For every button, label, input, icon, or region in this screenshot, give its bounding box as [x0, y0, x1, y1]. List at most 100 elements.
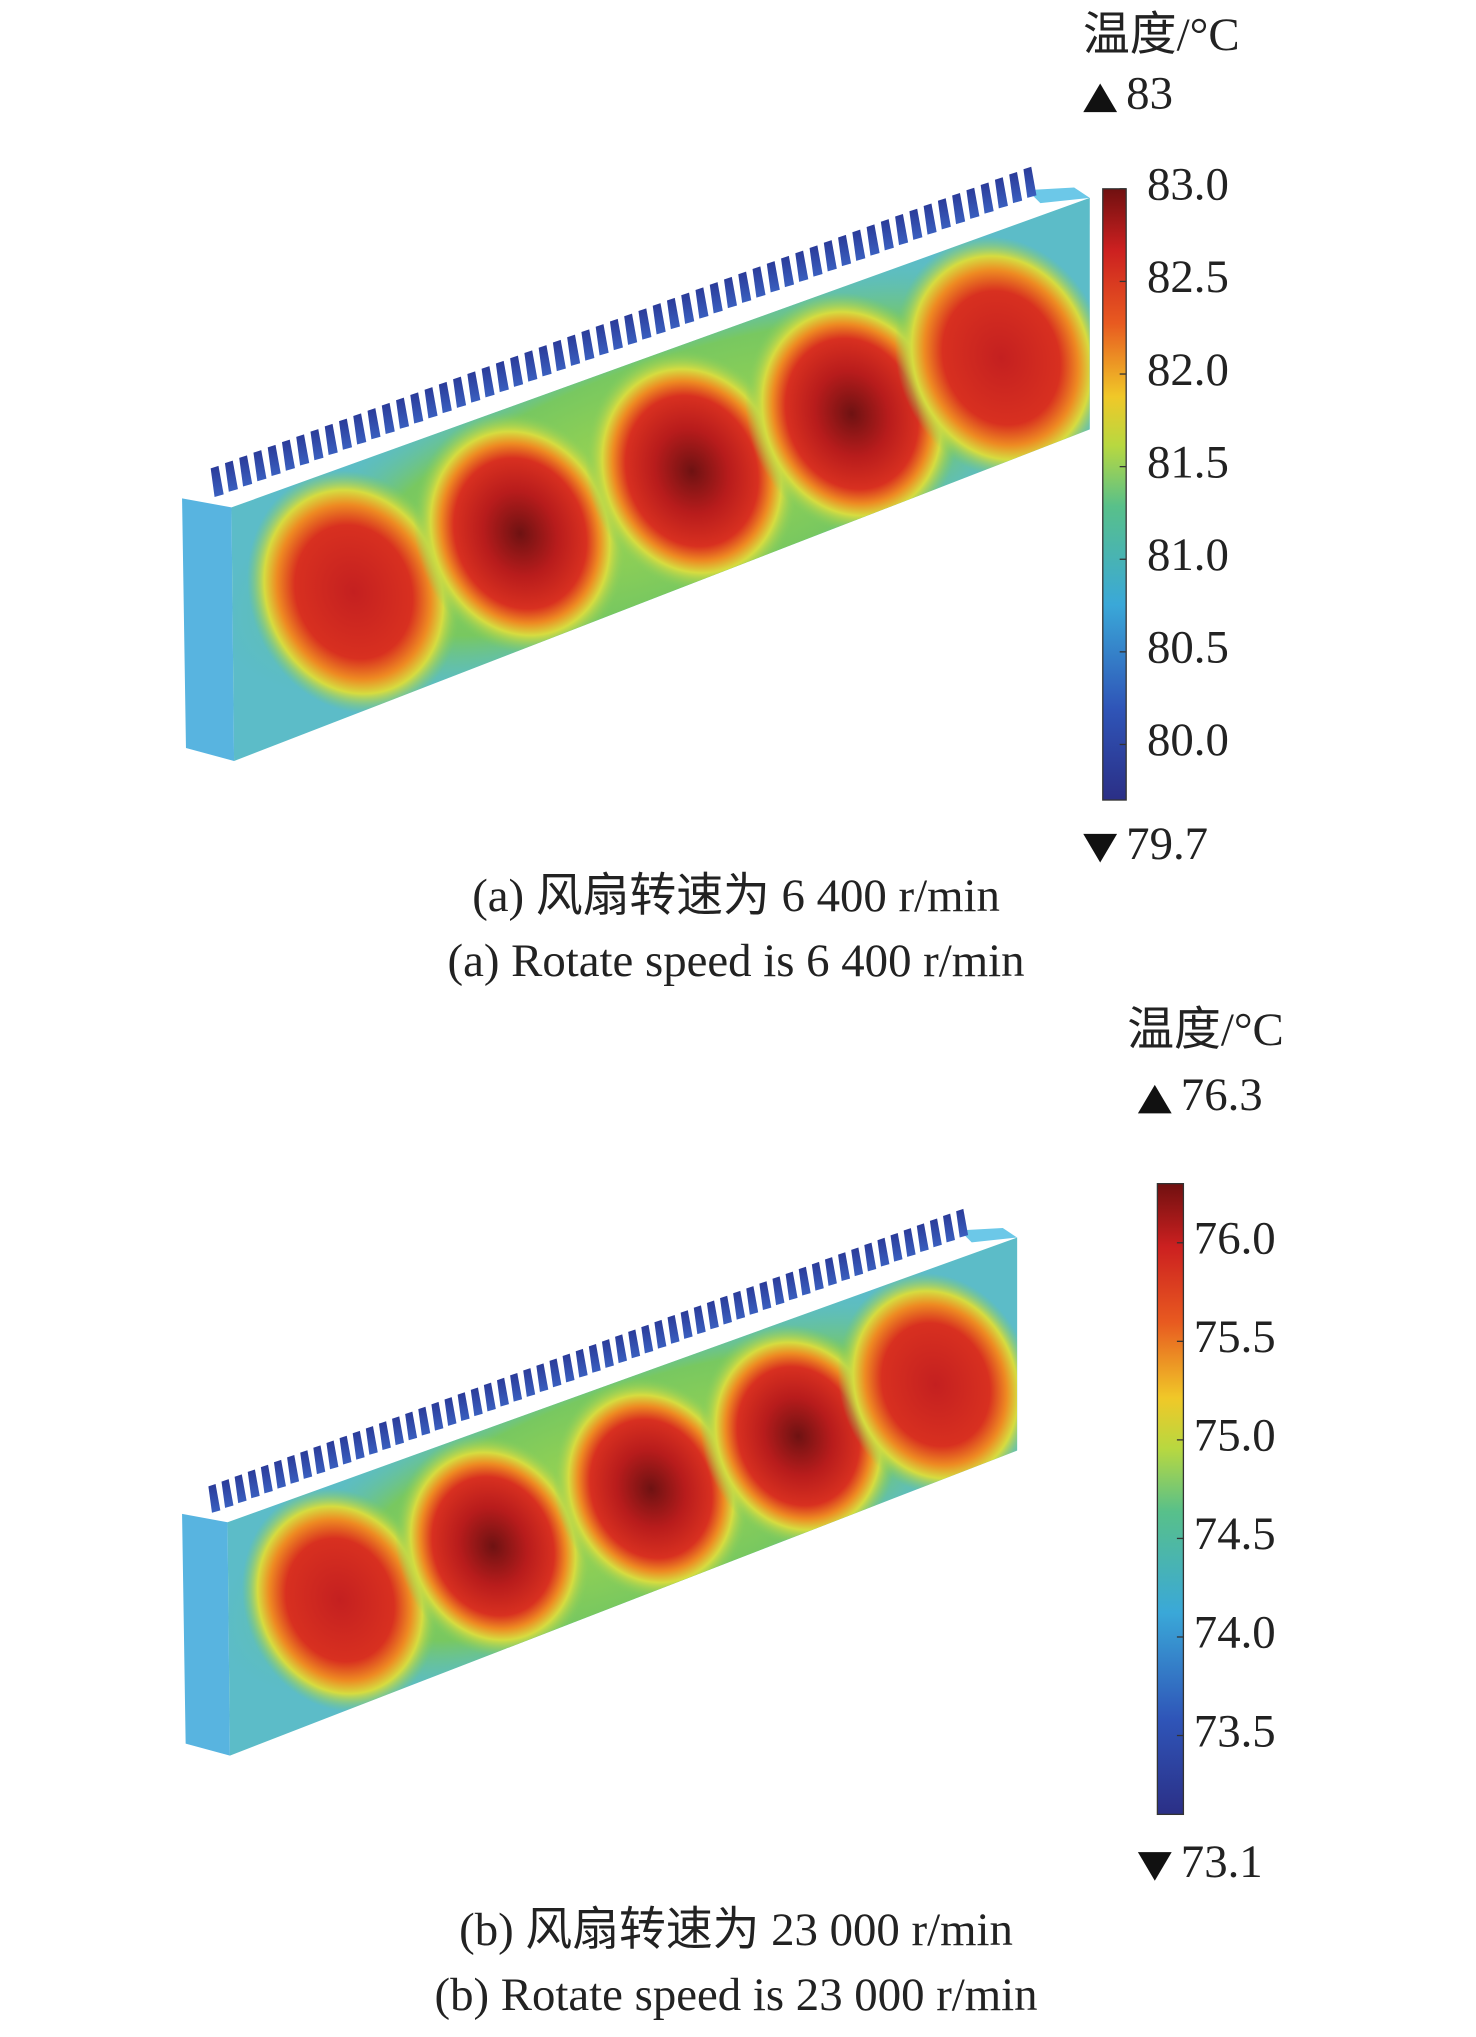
caption-en: (b) Rotate speed is 23 000 r/min: [435, 1969, 1038, 2021]
end-cap: [959, 1227, 1018, 1243]
fin: [247, 1469, 260, 1499]
fin: [798, 1266, 811, 1296]
max-value: 83: [1126, 68, 1173, 120]
fin: [552, 339, 566, 372]
fin: [785, 1271, 798, 1301]
fin: [966, 187, 980, 219]
fin: [392, 1416, 405, 1446]
fin: [795, 250, 809, 282]
hot-spot: [894, 236, 1090, 480]
fin: [759, 1281, 772, 1310]
side-face: [182, 498, 235, 762]
fin: [823, 240, 837, 272]
fin: [410, 392, 424, 424]
temperature-field: [231, 236, 1090, 714]
fin: [943, 1213, 955, 1243]
colorbar: [1102, 188, 1127, 801]
min-value: 73.1: [1181, 1836, 1263, 1888]
colorbar-tick-label: 82.0: [1147, 344, 1229, 396]
colorbar-title: 温度/°C: [1083, 9, 1240, 61]
fin: [866, 224, 880, 256]
fin: [709, 282, 723, 314]
caption-cn: (a) 风扇转速为 6 400 r/min: [472, 870, 1000, 922]
fin: [496, 1377, 509, 1407]
fin: [444, 1397, 457, 1426]
fin: [418, 1406, 431, 1436]
end-cap: [1027, 187, 1090, 204]
fin: [772, 1276, 785, 1306]
fin: [481, 366, 495, 398]
fin: [339, 418, 353, 450]
fin: [766, 261, 780, 293]
hot-spot: [585, 349, 799, 593]
fin: [281, 439, 295, 471]
fin: [994, 177, 1008, 209]
fin: [956, 1208, 969, 1238]
fin: [980, 182, 994, 214]
fin: [221, 1479, 234, 1508]
hot-spot: [247, 470, 461, 714]
fin: [224, 460, 238, 492]
fin: [510, 355, 524, 387]
fin: [666, 297, 680, 330]
fin: [895, 213, 909, 246]
fin: [253, 450, 267, 482]
fin: [483, 1382, 496, 1412]
fin: [667, 1315, 680, 1344]
fin: [588, 1344, 601, 1373]
fin: [1023, 166, 1037, 198]
fin: [381, 402, 395, 435]
fin: [624, 313, 638, 345]
fin: [424, 387, 438, 419]
fin: [877, 1237, 890, 1267]
fin: [681, 292, 695, 324]
fin: [720, 1295, 732, 1325]
fin: [538, 345, 552, 377]
colorbar-tick-label: 75.5: [1194, 1311, 1276, 1363]
hot-spot: [241, 1488, 439, 1712]
fin: [365, 1426, 378, 1455]
fin: [524, 350, 538, 382]
fin: [824, 1257, 837, 1286]
heat-sink: [182, 1208, 1018, 1756]
fin: [567, 334, 581, 366]
fin: [467, 371, 481, 403]
fin: [738, 271, 752, 303]
fin: [549, 1358, 562, 1388]
colorbar-tick-label: 73.5: [1194, 1705, 1276, 1757]
colorbar-tick-label: 76.0: [1194, 1213, 1276, 1265]
fin: [952, 192, 966, 225]
fin: [609, 318, 623, 351]
fin: [852, 229, 866, 261]
caption-cn: (b) 风扇转速为 23 000 r/min: [459, 1904, 1013, 1956]
heat-sink: [182, 166, 1090, 762]
max-value: 76.3: [1181, 1069, 1263, 1121]
fin: [352, 1430, 365, 1460]
fin: [234, 1474, 247, 1504]
fin: [811, 1261, 824, 1291]
fin: [746, 1286, 759, 1315]
fin: [339, 1435, 352, 1465]
fin: [575, 1348, 588, 1378]
fin: [752, 266, 766, 298]
fin: [641, 1324, 654, 1354]
colorbar-tick-label: 82.5: [1147, 251, 1229, 303]
fin: [654, 1319, 667, 1349]
fin: [937, 198, 951, 230]
fin: [260, 1464, 273, 1494]
fin: [601, 1339, 614, 1368]
fin: [378, 1421, 391, 1450]
fin: [733, 1290, 746, 1320]
colorbar-tick-label: 81.5: [1147, 436, 1229, 488]
fin: [628, 1329, 641, 1359]
fin: [453, 376, 467, 408]
fin: [890, 1232, 903, 1262]
max-marker: [1137, 1084, 1172, 1114]
fin: [396, 397, 410, 429]
colorbar-tick-label: 80.5: [1147, 622, 1229, 674]
hot-spot: [395, 1434, 592, 1658]
fin: [880, 219, 894, 251]
colorbar-tick-label: 74.5: [1194, 1508, 1276, 1560]
fin: [310, 429, 324, 461]
